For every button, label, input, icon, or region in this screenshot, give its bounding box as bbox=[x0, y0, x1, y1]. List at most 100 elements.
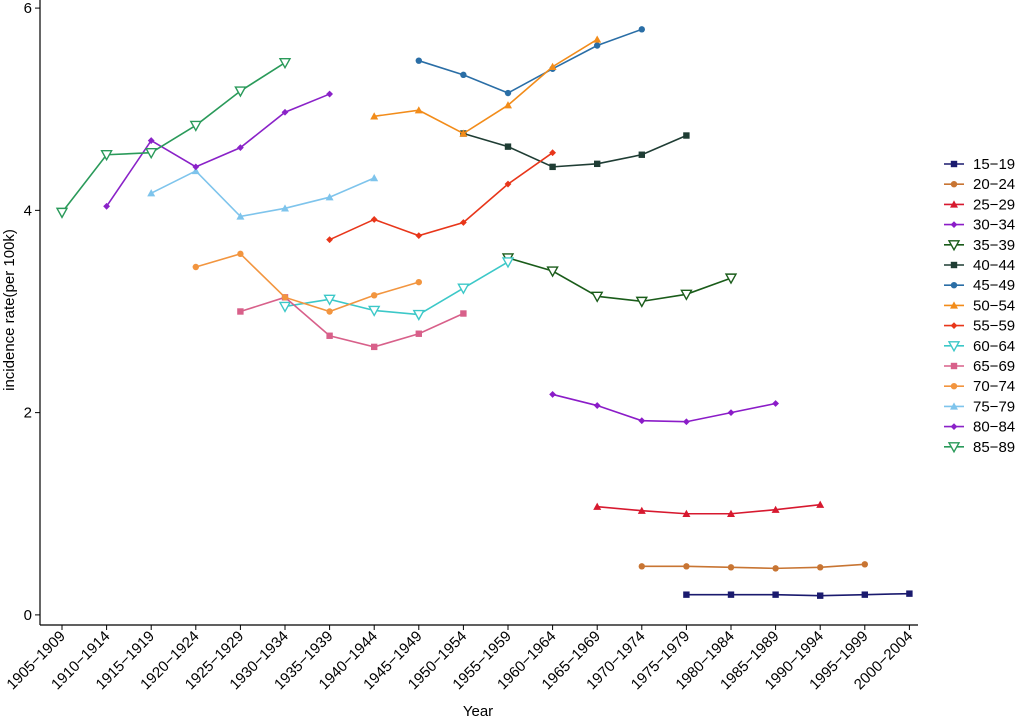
series-70-74 bbox=[192, 250, 422, 315]
series-25-29 bbox=[593, 500, 825, 517]
series-line bbox=[61, 62, 286, 213]
legend-label: 50−54 bbox=[973, 297, 1015, 314]
data-point bbox=[683, 418, 690, 426]
y-axis-title: incidence rate(per 100k) bbox=[1, 229, 18, 391]
legend: 15−19 20−24 25−29 30−34 35−39 40−44 45−49 50−54… bbox=[944, 156, 1015, 456]
data-point bbox=[727, 564, 735, 571]
data-point bbox=[772, 400, 779, 407]
series-line bbox=[284, 261, 509, 316]
data-point bbox=[415, 57, 422, 64]
data-point bbox=[593, 402, 601, 409]
data-point bbox=[371, 292, 378, 299]
legend-label: 40−44 bbox=[973, 257, 1015, 274]
data-point bbox=[772, 591, 779, 598]
data-point bbox=[237, 250, 244, 258]
data-point bbox=[459, 129, 468, 137]
data-point bbox=[460, 219, 467, 226]
legend-swatch-marker bbox=[950, 160, 958, 168]
data-point bbox=[504, 180, 512, 188]
series-line bbox=[374, 38, 598, 135]
legend-label: 35−39 bbox=[973, 237, 1015, 254]
series-30-34 bbox=[549, 391, 779, 426]
series-85-89 bbox=[55, 58, 292, 219]
data-point bbox=[100, 150, 113, 162]
legend-swatch-marker bbox=[947, 442, 961, 454]
legend-swatch-marker bbox=[950, 301, 958, 309]
data-point bbox=[189, 120, 202, 132]
data-point bbox=[370, 112, 379, 120]
data-point bbox=[414, 106, 423, 114]
data-point bbox=[546, 266, 559, 278]
legend-swatch-marker bbox=[950, 322, 958, 329]
series-line bbox=[507, 257, 732, 303]
data-point bbox=[635, 296, 648, 308]
series-line bbox=[418, 28, 643, 94]
data-point bbox=[593, 502, 602, 510]
legend-item: 55−59 bbox=[944, 318, 1015, 335]
series-line bbox=[597, 503, 821, 515]
data-point bbox=[326, 308, 333, 315]
series-60-64 bbox=[278, 257, 515, 321]
data-point bbox=[55, 207, 69, 219]
legend-label: 45−49 bbox=[973, 277, 1015, 294]
series-65-69 bbox=[237, 294, 467, 351]
data-point bbox=[906, 590, 913, 597]
legend-item: 30−34 bbox=[944, 217, 1015, 234]
data-point bbox=[727, 591, 735, 598]
data-point bbox=[147, 137, 155, 144]
series-20-24 bbox=[638, 561, 868, 572]
series-line bbox=[329, 152, 554, 241]
data-point bbox=[637, 506, 646, 514]
data-point bbox=[415, 232, 423, 240]
data-point bbox=[727, 509, 735, 517]
data-point bbox=[771, 505, 780, 513]
data-point bbox=[638, 26, 645, 33]
data-point bbox=[504, 89, 512, 97]
legend-item: 65−69 bbox=[944, 358, 1015, 375]
legend-label: 85−89 bbox=[973, 439, 1015, 456]
legend-swatch-marker bbox=[950, 362, 958, 370]
legend-label: 30−34 bbox=[973, 217, 1015, 234]
legend-label: 75−79 bbox=[973, 398, 1015, 415]
series-50-54 bbox=[370, 35, 602, 137]
data-point bbox=[460, 310, 467, 317]
data-point bbox=[326, 236, 333, 244]
x-axis-title: Year bbox=[463, 703, 493, 719]
data-point bbox=[278, 301, 292, 313]
legend-label: 25−29 bbox=[973, 196, 1015, 213]
legend-swatch-marker bbox=[950, 282, 958, 289]
data-point bbox=[861, 561, 868, 568]
data-point bbox=[504, 101, 512, 109]
y-tick-label: 6 bbox=[24, 0, 32, 17]
data-point bbox=[460, 71, 467, 79]
legend-item: 35−39 bbox=[944, 237, 1015, 254]
series-35-39 bbox=[501, 253, 738, 308]
data-point bbox=[501, 257, 515, 269]
legend-swatch-marker bbox=[950, 261, 958, 269]
series-75-79 bbox=[147, 166, 379, 220]
legend-item: 80−84 bbox=[944, 419, 1015, 436]
data-point bbox=[549, 391, 556, 398]
series-line bbox=[686, 592, 910, 597]
data-point bbox=[638, 151, 645, 158]
data-point bbox=[281, 204, 289, 212]
data-point bbox=[412, 309, 425, 321]
data-point bbox=[237, 308, 244, 315]
legend-swatch-marker bbox=[950, 181, 958, 188]
data-point bbox=[326, 332, 333, 339]
series-line bbox=[240, 296, 464, 348]
data-point bbox=[192, 163, 200, 171]
legend-item: 70−74 bbox=[944, 378, 1015, 395]
legend-item: 75−79 bbox=[944, 398, 1015, 415]
series-layer bbox=[55, 26, 913, 599]
legend-label: 60−64 bbox=[973, 338, 1015, 355]
legend-item: 15−19 bbox=[944, 156, 1015, 173]
data-point bbox=[683, 591, 690, 598]
data-point bbox=[281, 294, 289, 301]
data-point bbox=[504, 143, 512, 150]
data-point bbox=[326, 90, 333, 98]
data-point bbox=[236, 212, 245, 220]
data-point bbox=[638, 417, 646, 425]
